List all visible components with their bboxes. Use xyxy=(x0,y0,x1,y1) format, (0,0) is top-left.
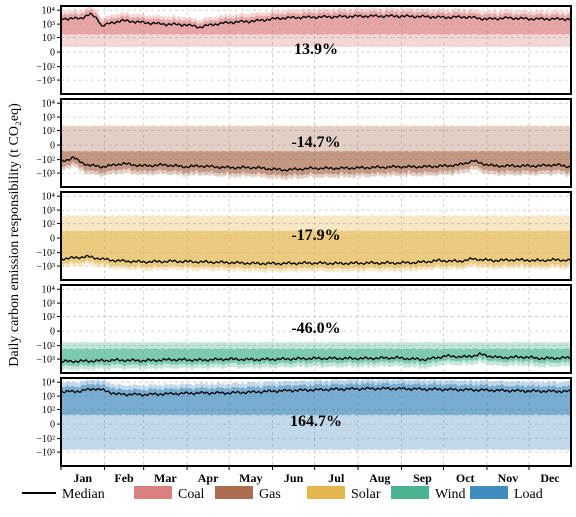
x-tick-label: Nov xyxy=(498,471,519,485)
panel-frame xyxy=(60,5,572,95)
y-tick-label: −10³ xyxy=(36,262,55,273)
band-inner-wind xyxy=(61,347,571,368)
panel-series xyxy=(61,378,571,451)
y-tick-label: 10⁴ xyxy=(42,285,56,296)
median-line-solar xyxy=(61,254,571,266)
legend-label: Load xyxy=(514,487,543,502)
panel-frame xyxy=(60,284,572,374)
panel-grid xyxy=(60,99,571,187)
panel-series xyxy=(61,6,571,48)
median-line-coal xyxy=(61,12,571,29)
x-tick-label: Oct xyxy=(456,471,475,485)
y-tick-label: 10³ xyxy=(42,20,55,31)
x-tick-label: Jul xyxy=(328,471,345,485)
legend-label: Solar xyxy=(351,487,381,502)
y-tick-label: 0 xyxy=(50,234,55,245)
y-tick-label: 10² xyxy=(42,33,55,44)
y-tick-label: 10² xyxy=(42,405,55,416)
y-tick-label: −10³ xyxy=(36,169,55,180)
panel-wind: 10⁴ 10³ 10² 0 −10² −10³ -46.0% xyxy=(36,284,572,374)
panel-annotation: -46.0% xyxy=(291,320,340,337)
band-outer-gas xyxy=(61,124,571,181)
legend-label: Wind xyxy=(435,487,466,502)
x-axis: Jan Feb Mar Apr May Jun Jul Aug Sep Oct Nov Dec xyxy=(60,466,560,485)
legend-label: Gas xyxy=(259,487,281,502)
panel-annotation: -17.9% xyxy=(291,227,340,244)
x-tick-label: Mar xyxy=(154,471,177,485)
band-outer-solar xyxy=(61,214,571,274)
y-tick-label: 0 xyxy=(50,327,55,338)
median-line-wind xyxy=(61,351,571,364)
legend-label: Median xyxy=(62,487,105,502)
y-tick-label: −10² xyxy=(36,155,55,166)
panel-series xyxy=(61,341,571,372)
panel-frame xyxy=(60,377,572,467)
x-tick-label: May xyxy=(239,471,262,485)
legend-label: Coal xyxy=(178,487,205,502)
y-tick-label: −10³ xyxy=(36,355,55,366)
x-tick-label: Aug xyxy=(369,471,390,485)
band-outer-load xyxy=(61,378,571,451)
legend-swatch-gas xyxy=(215,486,253,499)
median-line-gas xyxy=(61,156,571,172)
y-tick-label: 0 xyxy=(50,141,55,152)
panels-group: 10⁴ 10³ 10² 0 −10² −10³ 13.9% 10⁴ 10³ 10² 0 −10² −10… xyxy=(36,5,572,467)
legend-swatch-solar xyxy=(307,486,345,499)
panel-frame xyxy=(60,191,572,281)
panel-grid xyxy=(60,378,571,466)
panel-annotation: -14.7% xyxy=(291,134,340,151)
x-tick-label: Sep xyxy=(413,471,432,485)
panel-solar: 10⁴ 10³ 10² 0 −10² −10³ -17.9% xyxy=(36,191,572,281)
x-tick-label: Apr xyxy=(198,471,219,485)
y-tick-label: 10² xyxy=(42,219,55,230)
y-tick-label: 10³ xyxy=(42,299,55,310)
median-line-load xyxy=(61,386,571,397)
x-tick-label: Feb xyxy=(114,471,134,485)
legend-swatch-coal xyxy=(134,486,172,499)
y-tick-label: −10² xyxy=(36,341,55,352)
y-tick-label: −10² xyxy=(36,248,55,259)
y-tick-label: −10² xyxy=(36,62,55,73)
y-tick-label: 10⁴ xyxy=(42,378,56,389)
y-tick-label: 10⁴ xyxy=(42,99,56,110)
y-tick-label: 10⁴ xyxy=(42,6,56,17)
y-axis-label: Daily carbon emission responsibility (t … xyxy=(7,103,22,367)
panel-gas: 10⁴ 10³ 10² 0 −10² −10³ -14.7% xyxy=(36,98,572,188)
panel-coal: 10⁴ 10³ 10² 0 −10² −10³ 13.9% xyxy=(36,5,572,95)
legend-swatch-load xyxy=(470,486,508,499)
y-tick-label: 10² xyxy=(42,312,55,323)
panel-series xyxy=(61,214,571,274)
y-tick-label: −10³ xyxy=(36,448,55,459)
y-tick-label: 10³ xyxy=(42,392,55,403)
panel-frame xyxy=(60,98,572,188)
x-tick-label: Dec xyxy=(540,471,560,485)
panel-annotation: 13.9% xyxy=(294,41,338,58)
band-inner-gas xyxy=(61,150,571,177)
band-outer-wind xyxy=(61,341,571,372)
panel-annotation: 164.7% xyxy=(290,413,342,430)
y-tick-label: −10³ xyxy=(36,76,55,87)
y-tick-label: 10⁴ xyxy=(42,192,56,203)
panel-series xyxy=(61,124,571,181)
y-tick-label: 10³ xyxy=(42,113,55,124)
legend: Median Coal Gas Solar Wind Load xyxy=(22,486,543,502)
y-tick-label: 0 xyxy=(50,48,55,59)
y-tick-label: 0 xyxy=(50,420,55,431)
panel-grid xyxy=(60,192,571,280)
y-tick-label: −10² xyxy=(36,434,55,445)
x-tick-label: Jan xyxy=(73,471,92,485)
x-tick-label: Jun xyxy=(284,471,304,485)
y-tick-label: 10² xyxy=(42,126,55,137)
y-tick-label: 10³ xyxy=(42,206,55,217)
panel-load: 10⁴ 10³ 10² 0 −10² −10³ 164.7% xyxy=(36,377,572,467)
legend-swatch-wind xyxy=(391,486,429,499)
